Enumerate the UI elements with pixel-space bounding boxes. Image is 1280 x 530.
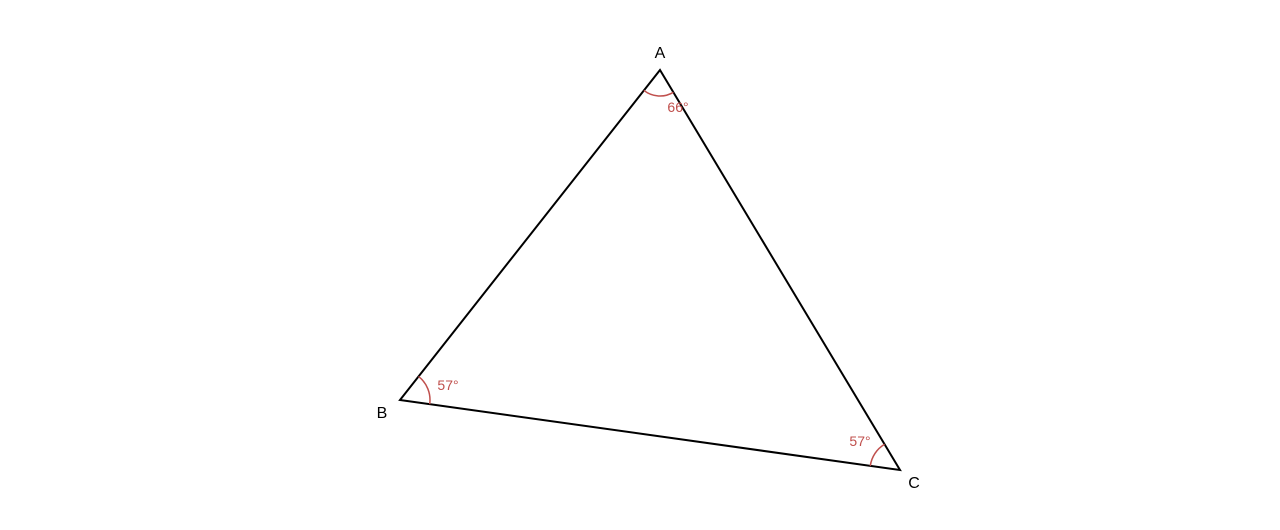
angle-label-b: 57° xyxy=(437,377,458,393)
angle-arc-c xyxy=(870,444,884,466)
triangle-shape xyxy=(400,70,900,470)
vertex-label-c: C xyxy=(908,475,920,492)
angle-label-c: 57° xyxy=(849,433,870,449)
angle-labels: 66° 57° 57° xyxy=(437,99,870,449)
angle-arc-a xyxy=(644,90,673,96)
angle-label-a: 66° xyxy=(667,99,688,115)
vertex-labels: A B C xyxy=(377,45,920,492)
triangle-diagram: 66° 57° 57° A B C xyxy=(0,0,1280,530)
angle-arcs xyxy=(419,90,885,465)
vertex-label-b: B xyxy=(377,405,388,422)
angle-arc-b xyxy=(419,376,430,404)
vertex-label-a: A xyxy=(655,45,666,62)
